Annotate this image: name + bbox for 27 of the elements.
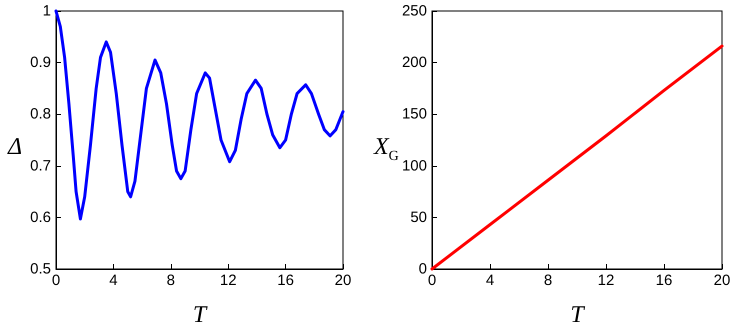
y-tick-label: 100 [402,157,427,174]
y-axis-title: X$_{G}$ [374,134,399,165]
x-tick-label: 8 [166,272,175,289]
y-tick-label: 0.9 [30,54,51,72]
x-tick-label: 4 [109,272,118,289]
x-tick-label: 12 [598,272,614,289]
y-tick-label: 0.5 [30,260,51,278]
y-tick-label: 0.7 [30,157,51,174]
y-tick-label: 150 [402,106,427,123]
x-tick-label: 4 [486,272,494,289]
x-axis-title: T [570,302,586,328]
x-tick-label: 12 [220,272,237,289]
line-series [54,10,344,220]
y-tick-label: 250 [402,2,427,20]
x-tick-label: 20 [714,272,730,289]
y-tick-label: 1 [42,2,51,20]
x-tick-label: 16 [656,272,672,289]
y-tick-label: 0.6 [30,208,51,226]
y-tick-label: 200 [402,54,427,72]
y-tick-label: 0 [418,260,427,278]
y-tick-label: 0.8 [30,106,51,123]
x-tick-label: 16 [277,272,294,289]
y-tick-label: 50 [410,208,427,226]
x-axis-title: T [192,302,208,328]
x-tick-label: 20 [334,272,352,289]
x-tick-label: 8 [544,272,552,289]
y-axis-title: Δ [8,134,22,161]
